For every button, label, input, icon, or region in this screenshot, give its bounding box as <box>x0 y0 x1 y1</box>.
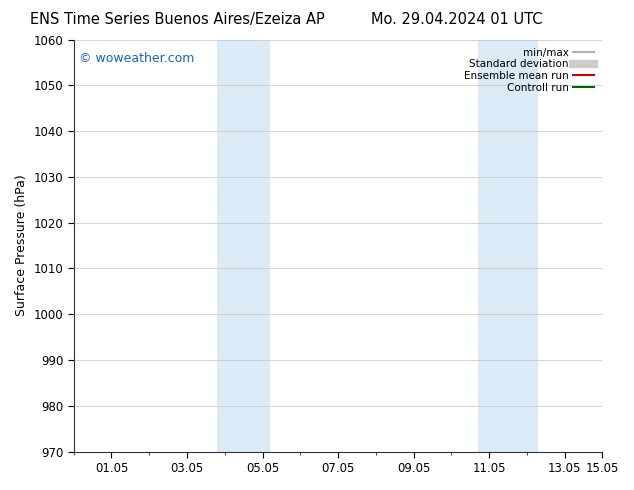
Text: ENS Time Series Buenos Aires/Ezeiza AP: ENS Time Series Buenos Aires/Ezeiza AP <box>30 12 325 27</box>
Legend: min/max, Standard deviation, Ensemble mean run, Controll run: min/max, Standard deviation, Ensemble me… <box>461 45 597 96</box>
Bar <box>477 40 538 452</box>
Text: Mo. 29.04.2024 01 UTC: Mo. 29.04.2024 01 UTC <box>371 12 542 27</box>
Text: © woweather.com: © woweather.com <box>79 52 195 65</box>
Y-axis label: Surface Pressure (hPa): Surface Pressure (hPa) <box>15 175 28 317</box>
Bar <box>217 40 270 452</box>
